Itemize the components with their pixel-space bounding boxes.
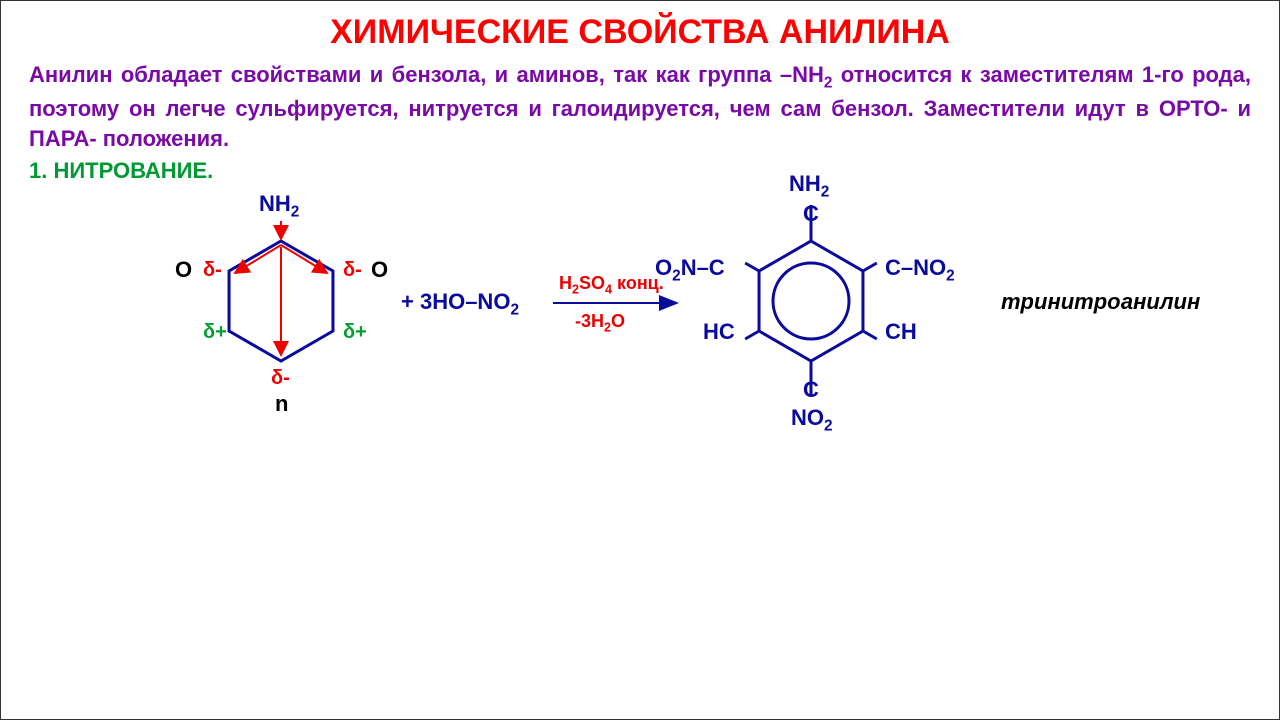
delta-minus-tr: δ- xyxy=(343,259,362,282)
product-c-no2: C–NO2 xyxy=(885,255,955,285)
delta-minus-bot: δ- xyxy=(271,367,290,390)
product-o2n-c: O2N–C xyxy=(655,255,725,285)
intro-paragraph: Анилин обладает свойствами и бензола, и … xyxy=(1,52,1279,154)
page-title: ХИМИЧЕСКИЕ СВОЙСТВА АНИЛИНА xyxy=(1,13,1279,52)
product-c-bot: C xyxy=(803,377,819,403)
product-c-top: C xyxy=(803,201,819,227)
product-no2-bot: NO2 xyxy=(791,405,833,435)
arrow-cond-top: H2SO4 конц. xyxy=(559,273,664,297)
reagent-plus-3hono2: + 3HO–NO2 xyxy=(401,289,519,319)
aniline-nh2: NH2 xyxy=(259,191,299,221)
delta-plus-br: δ+ xyxy=(343,321,367,344)
product-ch: CH xyxy=(885,319,917,345)
para-n-label: n xyxy=(275,391,288,417)
section-nitrovanie: 1. НИТРОВАНИЕ. xyxy=(1,154,1279,184)
product-nh2: NH2 xyxy=(789,171,829,201)
product-name: тринитроанилин xyxy=(1001,289,1200,315)
ortho-O-left: О xyxy=(175,257,192,283)
delta-plus-bl: δ+ xyxy=(203,321,227,344)
delta-minus-tl: δ- xyxy=(203,259,222,282)
ortho-O-right: О xyxy=(371,257,388,283)
arrow-cond-bottom: -3H2O xyxy=(575,311,625,335)
product-hc: HC xyxy=(703,319,735,345)
